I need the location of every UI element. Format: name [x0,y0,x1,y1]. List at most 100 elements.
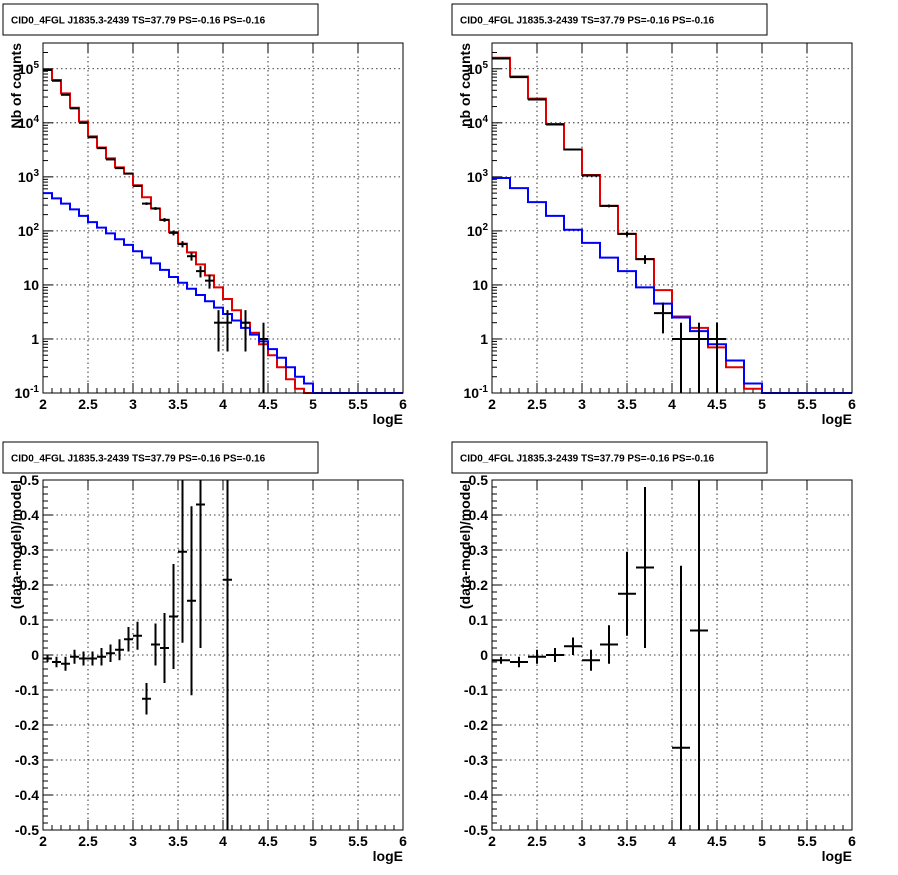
plot-frame [42,479,404,831]
histogram-series-line [492,177,852,394]
y-tick-label: -0.1 [464,682,488,698]
x-tick-label: 4.5 [258,833,278,849]
chart-title: CID0_4FGL J1835.3-2439 TS=37.79 PS=-0.16… [460,16,715,27]
x-tick-label: 6 [848,396,856,412]
chart-title: CID0_4FGL J1835.3-2439 TS=37.79 PS=-0.16… [11,454,266,465]
y-tick-label: -0.4 [464,787,488,803]
y-tick-label: -0.2 [464,717,488,733]
y-tick-label: 10-1 [464,384,489,401]
panel-bottom-left: CID0_4FGL J1835.3-2439 TS=37.79 PS=-0.16… [2,441,407,864]
x-tick-label: 3.5 [168,833,188,849]
x-tick-label: 5 [758,396,766,412]
y-axis-label: Nb of counts [8,43,24,129]
y-axis-label: nb of counts [457,43,473,127]
histogram-series-line [492,56,852,394]
y-tick-label: 0 [31,647,39,663]
title-box [2,3,319,36]
y-tick-label: -0.3 [464,752,488,768]
y-tick-label: 102 [467,222,489,239]
y-tick-label: 0.1 [469,612,489,628]
x-tick-label: 5.5 [797,833,817,849]
y-tick-label: -0.3 [15,752,39,768]
x-tick-label: 5 [309,833,317,849]
x-tick-label: 4 [219,833,227,849]
x-tick-label: 5.5 [348,833,368,849]
x-axis-label: logE [373,411,403,427]
y-tick-label: 10 [472,277,488,293]
panel-bottom-right: CID0_4FGL J1835.3-2439 TS=37.79 PS=-0.16… [451,441,856,864]
plot-frame [42,42,404,394]
x-tick-label: 4.5 [707,833,727,849]
y-tick-label: 105 [18,60,40,77]
x-tick-label: 2.5 [78,396,98,412]
x-tick-label: 2 [488,396,496,412]
x-tick-label: 2.5 [78,833,98,849]
x-tick-label: 3 [578,833,586,849]
x-tick-label: 6 [399,396,407,412]
y-tick-label: 0 [480,647,488,663]
histogram-series-line [43,192,403,394]
y-tick-label: -0.4 [15,787,39,803]
histogram-series-line [43,68,403,394]
x-tick-label: 5 [309,396,317,412]
y-tick-label: 1 [480,331,488,347]
x-tick-label: 5 [758,833,766,849]
y-tick-label: -0.5 [464,822,488,838]
x-tick-label: 3 [129,396,137,412]
y-tick-label: 0.1 [20,612,40,628]
x-axis-label: logE [822,848,852,864]
x-tick-label: 2.5 [527,833,547,849]
panel-top-right: CID0_4FGL J1835.3-2439 TS=37.79 PS=-0.16… [451,3,856,427]
x-tick-label: 2 [488,833,496,849]
y-tick-label: 1 [31,331,39,347]
y-tick-label: 10-1 [15,384,40,401]
y-axis-label: (data-model)/model [8,480,24,609]
chart-title: CID0_4FGL J1835.3-2439 TS=37.79 PS=-0.16… [11,16,266,27]
x-tick-label: 4 [219,396,227,412]
y-tick-label: 104 [18,114,40,131]
panel-top-left: CID0_4FGL J1835.3-2439 TS=37.79 PS=-0.16… [2,3,407,427]
y-tick-label: 0.2 [469,577,489,593]
y-tick-label: 102 [18,222,40,239]
y-tick-label: 0.5 [20,472,40,488]
plot-frame [491,479,853,831]
chart-title: CID0_4FGL J1835.3-2439 TS=37.79 PS=-0.16… [460,454,715,465]
x-tick-label: 4.5 [258,396,278,412]
y-tick-label: -0.2 [15,717,39,733]
x-tick-label: 3 [578,396,586,412]
y-tick-label: 0.4 [469,507,489,523]
y-tick-label: 0.3 [20,542,40,558]
y-tick-label: -0.5 [15,822,39,838]
y-tick-label: 103 [18,168,40,185]
x-tick-label: 2 [39,396,47,412]
x-tick-label: 6 [848,833,856,849]
y-tick-label: 0.2 [20,577,40,593]
plot-frame [491,42,853,394]
x-tick-label: 5.5 [797,396,817,412]
y-axis-label: (data-model)/model [457,480,473,609]
y-tick-label: 104 [467,114,489,131]
x-axis-label: logE [822,411,852,427]
x-tick-label: 6 [399,833,407,849]
title-box [2,441,319,474]
title-box [451,3,768,36]
x-tick-label: 3 [129,833,137,849]
y-tick-label: 0.3 [469,542,489,558]
x-tick-label: 3.5 [617,833,637,849]
x-tick-label: 5.5 [348,396,368,412]
x-tick-label: 3.5 [617,396,637,412]
x-tick-label: 4.5 [707,396,727,412]
y-tick-label: 0.5 [469,472,489,488]
title-box [451,441,768,474]
x-tick-label: 2.5 [527,396,547,412]
y-tick-label: 105 [467,60,489,77]
x-tick-label: 3.5 [168,396,188,412]
x-tick-label: 2 [39,833,47,849]
y-tick-label: 0.4 [20,507,40,523]
x-axis-label: logE [373,848,403,864]
x-tick-label: 4 [668,833,676,849]
y-tick-label: 10 [23,277,39,293]
y-tick-label: -0.1 [15,682,39,698]
x-tick-label: 4 [668,396,676,412]
